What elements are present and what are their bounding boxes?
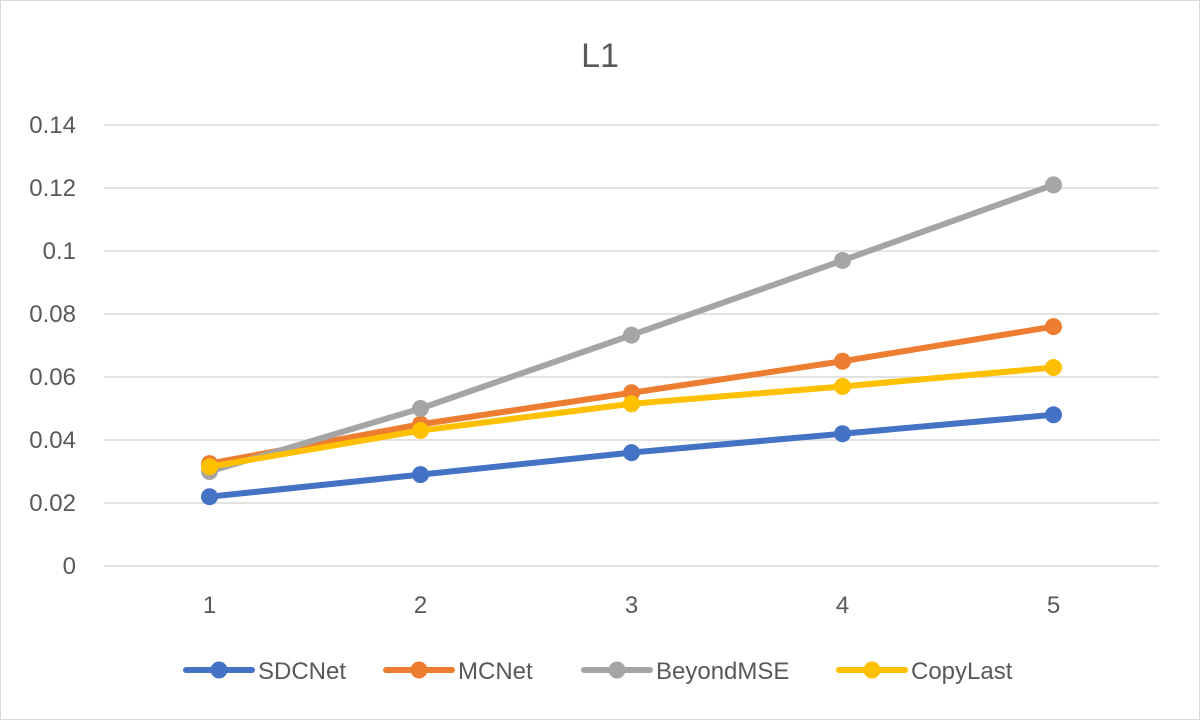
data-point-beyondmse <box>412 400 429 417</box>
legend: SDCNet MCNet BeyondMSE CopyLast <box>183 658 1013 685</box>
legend-label: CopyLast <box>911 658 1013 685</box>
series-beyondmse <box>201 176 1062 480</box>
y-tick-label: 0.08 <box>29 301 76 328</box>
x-tick-label: 1 <box>203 592 216 619</box>
legend-item-beyondmse: BeyondMSE <box>581 658 789 685</box>
data-point-sdcnet <box>201 488 218 506</box>
legend-swatch-marker <box>410 661 428 679</box>
data-point-copylast <box>201 458 218 476</box>
data-point-mcnet <box>1045 318 1062 336</box>
axes: 0 0.02 0.04 0.06 0.08 0.1 0.12 0.14 1 2 3 4 5 <box>29 112 1060 619</box>
legend-item-mcnet: MCNet <box>383 658 533 685</box>
data-point-sdcnet <box>623 444 640 462</box>
y-tick-label: 0.02 <box>29 490 76 517</box>
data-point-beyondmse <box>1045 176 1062 194</box>
legend-item-copylast: CopyLast <box>836 658 1013 685</box>
legend-label: BeyondMSE <box>656 658 789 685</box>
legend-swatch-marker <box>210 661 228 679</box>
series-copylast <box>201 359 1062 476</box>
y-tick-label: 0.06 <box>29 364 76 391</box>
legend-item-sdcnet: SDCNet <box>183 658 346 685</box>
data-point-beyondmse <box>834 251 851 269</box>
x-tick-label: 3 <box>625 592 638 619</box>
x-tick-label: 5 <box>1047 592 1060 619</box>
y-tick-label: 0.04 <box>29 427 76 454</box>
data-point-copylast <box>412 422 429 440</box>
chart-title: L1 <box>581 37 619 75</box>
data-point-sdcnet <box>1045 406 1062 424</box>
x-tick-label: 2 <box>414 592 427 619</box>
y-tick-label: 0.14 <box>29 112 76 139</box>
data-point-beyondmse <box>623 326 640 344</box>
data-point-sdcnet <box>412 466 429 484</box>
y-tick-label: 0.1 <box>43 238 76 265</box>
y-tick-label: 0.12 <box>29 175 76 202</box>
data-point-copylast <box>1045 359 1062 377</box>
data-point-copylast <box>834 377 851 395</box>
series-sdcnet <box>201 406 1062 506</box>
legend-label: MCNet <box>458 658 533 685</box>
series-lines <box>201 176 1062 506</box>
y-tick-label: 0 <box>63 553 76 580</box>
gridlines <box>104 124 1159 567</box>
data-point-mcnet <box>834 352 851 370</box>
legend-label: SDCNet <box>258 658 346 685</box>
legend-swatch-marker <box>608 661 626 679</box>
data-point-sdcnet <box>834 425 851 443</box>
data-point-copylast <box>623 395 640 413</box>
x-tick-label: 4 <box>836 592 849 619</box>
legend-swatch-marker <box>863 661 881 679</box>
